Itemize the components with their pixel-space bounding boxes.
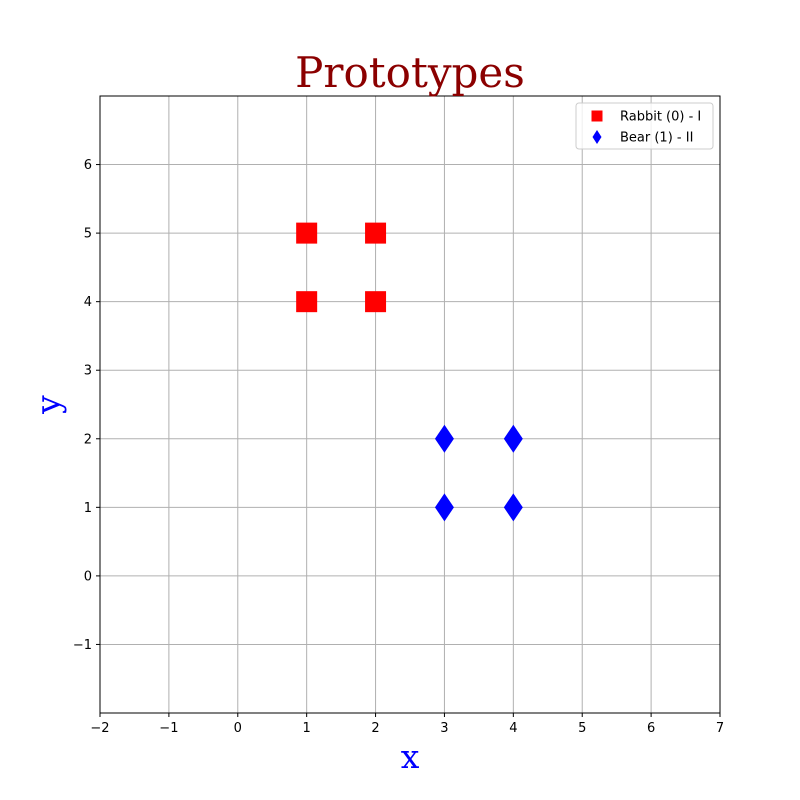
series-square [296,222,387,313]
x-tick-label: −2 [90,721,109,736]
data-point-square [365,222,387,244]
x-tick-label: 0 [234,721,242,736]
y-tick-label: 4 [84,295,92,310]
y-tick-label: 1 [84,501,92,516]
y-tick-label: 5 [84,227,92,242]
y-tick-label: 6 [84,158,92,173]
y-tick-label: −1 [73,638,92,653]
x-axis-label: x [401,737,420,776]
plot-area-frame [99,95,721,714]
data-point-square [365,291,387,313]
y-tick-label: 0 [84,569,92,584]
legend-box [575,102,714,150]
legend-entry-label: Bear (1) - II [620,131,693,146]
data-point-square [296,222,318,244]
x-tick-label: 4 [509,721,517,736]
x-tick-label: 3 [440,721,448,736]
x-tick-label: −1 [159,721,178,736]
axis-ticks: −2 −1 0 1 2 3 4 5 6 7 −1 0 1 2 3 4 5 6 [73,158,724,736]
data-point-diamond [503,493,523,522]
series-diamond [434,424,523,522]
data-point-diamond [434,493,454,522]
x-tick-label: 5 [578,721,586,736]
legend-diamond-marker [592,130,602,144]
chart-title: Prototypes [295,48,525,97]
data-series [296,222,523,522]
data-point-diamond [434,424,454,453]
y-tick-label: 3 [84,364,92,379]
x-tick-label: 7 [716,721,724,736]
legend-square-marker [591,110,603,122]
grid [99,96,721,713]
x-tick-label: 1 [303,721,311,736]
x-tick-label: 6 [647,721,655,736]
x-tick-label: 2 [371,721,379,736]
y-tick-label: 2 [84,432,92,447]
legend-entry-label: Rabbit (0) - I [620,110,701,125]
data-point-diamond [503,424,523,453]
data-point-square [296,291,318,313]
y-axis-label: y [28,395,67,415]
legend: Rabbit (0) - I Bear (1) - II [575,102,714,150]
